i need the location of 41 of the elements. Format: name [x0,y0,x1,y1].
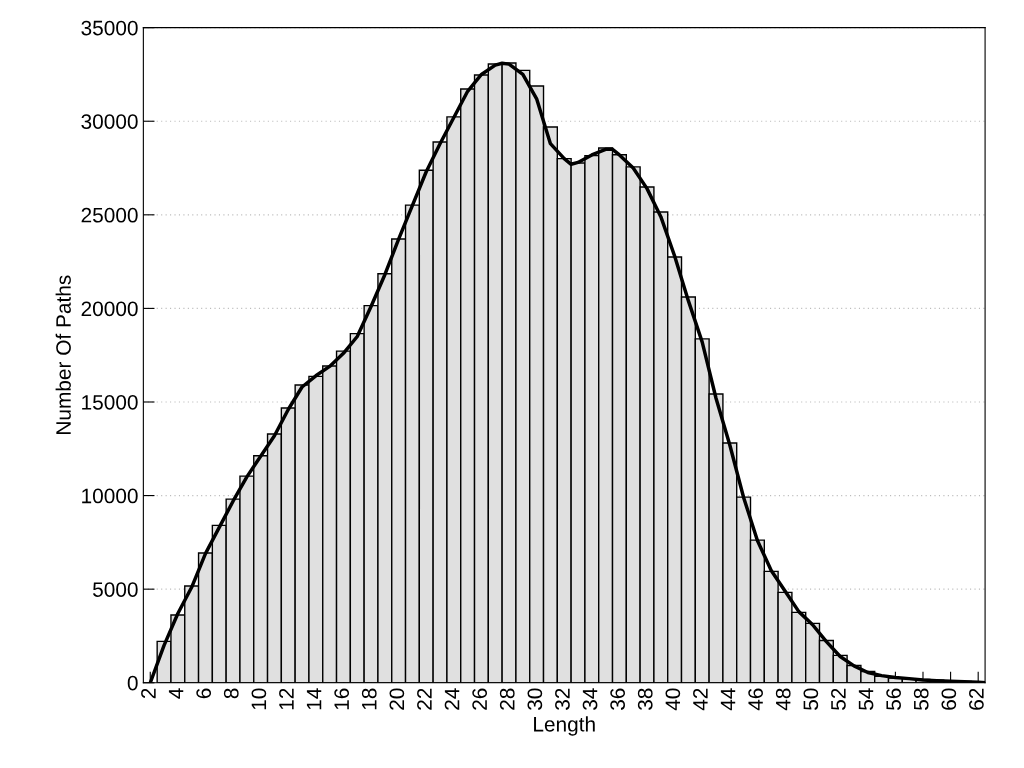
x-tick-label: 16 [334,688,350,710]
x-tick-label: 8 [223,688,239,699]
x-tick-label: 46 [748,688,763,711]
x-tick-label: 36 [610,688,626,710]
x-tick-label: 54 [858,688,874,710]
y-tick-label: 25000 [81,207,138,223]
y-tick-label: 0 [127,675,138,691]
x-tick-label: 50 [803,688,819,710]
x-tick-label: 60 [941,688,957,710]
x-tick-label: 56 [886,688,901,710]
x-tick-label: 48 [775,688,791,711]
x-tick-label: 34 [582,688,598,710]
x-tick-label: 30 [527,688,543,710]
y-tick-label: 5000 [92,582,138,597]
x-tick-label: 22 [417,688,432,710]
x-tick-label: 58 [913,688,929,710]
x-tick-label: 28 [499,688,515,710]
x-tick-label: 38 [637,688,653,710]
y-tick-label: 15000 [82,394,138,410]
x-tick-label: 12 [279,688,294,710]
x-tick-label: 2 [141,688,156,699]
x-tick-label: 4 [168,688,184,699]
x-tick-label: 14 [306,688,322,710]
y-tick-label: 30000 [81,114,138,129]
y-tick-label: 10000 [82,488,138,504]
x-tick-label: 40 [665,688,681,711]
x-tick-label: 32 [555,688,570,710]
x-tick-label: 6 [196,688,212,699]
y-axis-title: Number Of Paths [55,275,71,434]
x-tick-label: 52 [831,688,846,710]
x-tick-label: 10 [251,688,267,710]
x-axis-title: Length [534,716,595,736]
x-tick-label: 42 [693,688,708,711]
x-tick-label: 18 [361,688,377,710]
x-tick-label: 44 [720,688,736,711]
x-tick-label: 24 [444,688,460,710]
x-tick-label: 26 [472,688,488,710]
y-tick-label: 35000 [81,20,138,36]
x-tick-label: 62 [969,688,984,710]
y-tick-label: 20000 [81,301,138,317]
x-tick-label: 20 [389,688,405,710]
